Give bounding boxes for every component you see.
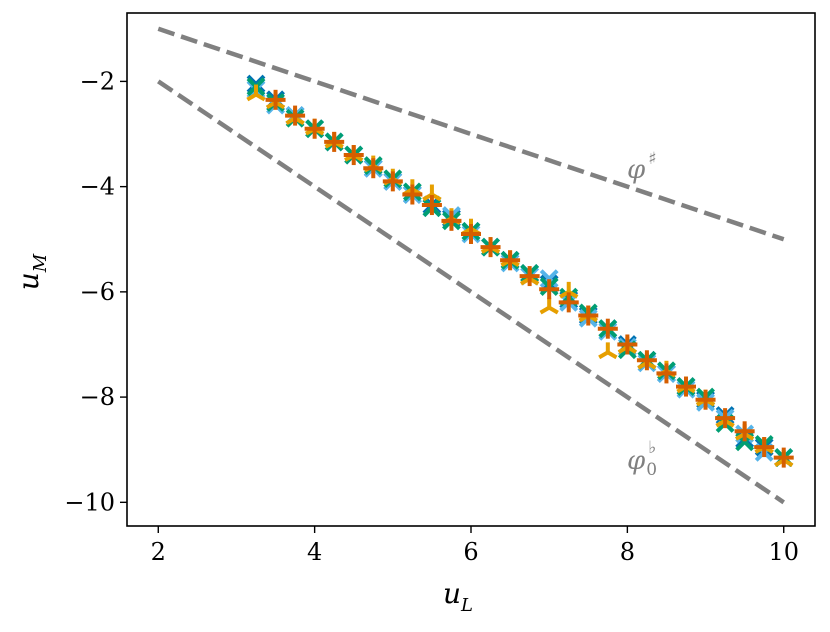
- marker-stroke: [246, 92, 258, 102]
- data-point: [617, 334, 638, 355]
- data-point: [539, 279, 560, 300]
- marker-stroke: [254, 92, 266, 102]
- data-point: [734, 421, 755, 442]
- data-point: [715, 408, 736, 429]
- data-point: [285, 105, 306, 126]
- marker-stroke: [548, 305, 559, 315]
- data-point: [441, 210, 462, 231]
- data-point: [343, 145, 364, 166]
- data-point: [324, 131, 345, 152]
- data-points: [246, 74, 794, 468]
- data-point: [597, 318, 618, 339]
- data-point: [558, 292, 579, 313]
- reference-line-0: [157, 26, 785, 242]
- y-tick-label: −2: [80, 67, 115, 95]
- data-point: [676, 376, 696, 397]
- y-tick-label: −4: [80, 173, 115, 201]
- data-point: [656, 363, 677, 384]
- x-axis-label: uL: [443, 577, 473, 616]
- data-point: [500, 250, 521, 271]
- data-point: [461, 223, 481, 244]
- y-tick-label: −6: [80, 278, 115, 306]
- x-axis-ticks: 2 4 6 8 10: [151, 526, 799, 566]
- y-axis-ticks: −2 −4 −6 −8 −10: [64, 67, 127, 516]
- reference-line-1: [157, 79, 785, 505]
- phi-flat-zero-annotation: φ ♭ 0: [627, 438, 657, 480]
- data-point: [695, 389, 716, 410]
- data-point: [363, 158, 384, 179]
- marker-stroke: [539, 305, 551, 315]
- data-point: [382, 171, 403, 192]
- data-point: [480, 237, 501, 258]
- data-point: [598, 342, 618, 360]
- x-tick-label: 4: [307, 538, 322, 566]
- data-point: [539, 297, 559, 315]
- data-point: [265, 89, 286, 110]
- data-point: [578, 305, 599, 326]
- y-tick-label: −8: [80, 383, 115, 411]
- data-point: [421, 195, 442, 216]
- data-point: [402, 184, 423, 205]
- marker-stroke: [598, 350, 609, 360]
- x-tick-label: 6: [463, 538, 478, 566]
- y-axis-label: uM: [12, 253, 51, 290]
- data-point: [636, 350, 657, 371]
- x-tick-label: 2: [151, 538, 166, 566]
- data-point: [304, 118, 325, 139]
- data-point: [754, 437, 775, 458]
- phi-sharp-annotation: φ ♯: [627, 149, 656, 185]
- data-point: [246, 84, 266, 102]
- y-tick-label: −10: [64, 488, 115, 516]
- data-point: [773, 447, 794, 468]
- x-tick-label: 8: [620, 538, 635, 566]
- reference-lines: [157, 26, 785, 505]
- x-tick-label: 10: [768, 538, 799, 566]
- marker-stroke: [606, 350, 618, 360]
- data-point: [519, 266, 540, 287]
